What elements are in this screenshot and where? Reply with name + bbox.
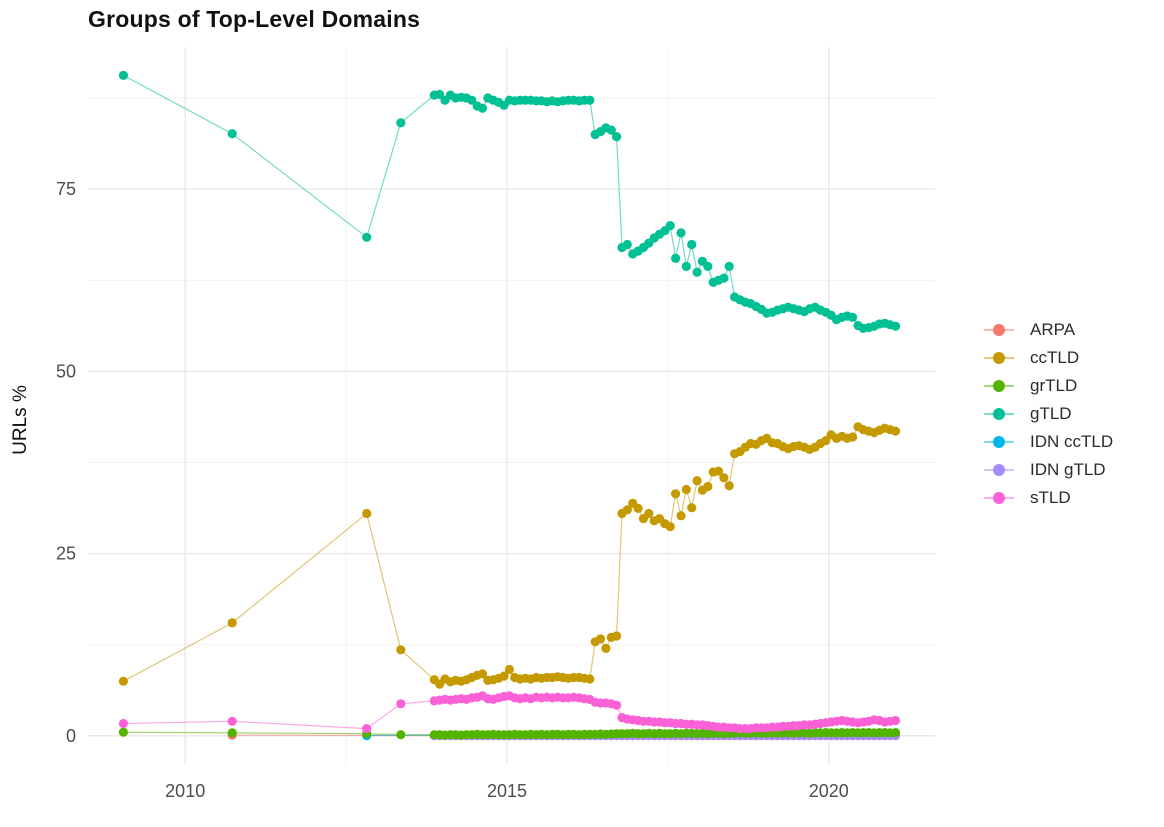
series-gTLD (118, 70, 901, 333)
svg-text:50: 50 (56, 361, 76, 381)
legend-item-cctld: ccTLD (984, 344, 1113, 372)
svg-text:0: 0 (66, 726, 76, 746)
svg-text:2015: 2015 (487, 781, 527, 801)
legend-label: sTLD (1030, 488, 1071, 507)
legend-label: grTLD (1030, 376, 1078, 395)
series-sTLD (118, 691, 901, 734)
legend-key-icon (984, 323, 1014, 337)
legend: ARPA ccTLD grTLD gTLD IDN ccTLD IDN gTLD sTLD (984, 316, 1113, 512)
svg-text:2010: 2010 (165, 781, 205, 801)
y-axis-tick-labels: 0 25 50 75 (56, 179, 76, 746)
legend-item-stld: sTLD (984, 484, 1113, 512)
legend-label: ccTLD (1030, 348, 1080, 367)
svg-text:25: 25 (56, 544, 76, 564)
legend-label: IDN gTLD (1030, 460, 1106, 479)
series-grTLD (118, 727, 901, 740)
legend-item-arpa: ARPA (984, 316, 1113, 344)
series-ccTLD (118, 422, 901, 689)
legend-item-gtld: gTLD (984, 400, 1113, 428)
legend-key-icon (984, 463, 1014, 477)
legend-key-icon (984, 351, 1014, 365)
legend-key-icon (984, 435, 1014, 449)
y-axis-title: URLs % (10, 385, 31, 455)
legend-key-icon (984, 491, 1014, 505)
legend-label: ARPA (1030, 320, 1076, 339)
legend-label: IDN ccTLD (1030, 432, 1114, 451)
legend-key-icon (984, 407, 1014, 421)
legend-item-idn-cctld: IDN ccTLD (984, 428, 1113, 456)
chart-title: Groups of Top-Level Domains (88, 6, 421, 32)
x-axis-tick-labels: 2010 2015 2020 (165, 781, 849, 801)
svg-text:2020: 2020 (809, 781, 849, 801)
svg-text:75: 75 (56, 179, 76, 199)
legend-key-icon (984, 379, 1014, 393)
legend-label: gTLD (1030, 404, 1072, 423)
legend-item-idn-gtld: IDN gTLD (984, 456, 1113, 484)
legend-item-grtld: grTLD (984, 372, 1113, 400)
